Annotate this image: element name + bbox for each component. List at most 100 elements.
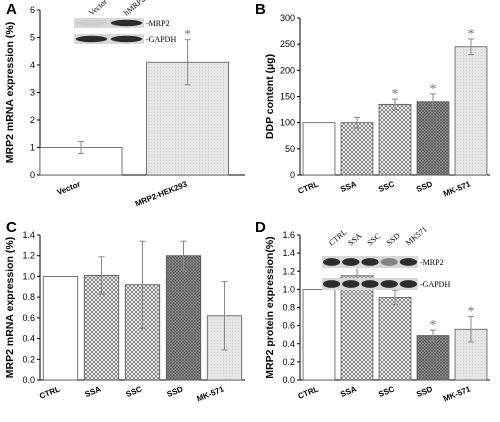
y-tick-label: 2 [30,115,35,125]
x-tick-label: CTRL [297,179,320,195]
y-tick-label: 0.4 [282,339,295,349]
y-tick-label: 0 [290,170,295,180]
blot-band [380,258,398,266]
y-tick-label: 5 [30,33,35,43]
y-tick-label: 0.8 [282,303,295,313]
blot-band [380,280,398,288]
y-tick-label: 0.2 [282,357,295,367]
y-axis-label: MRP2 protein expression(%) [264,236,276,378]
blot-band [361,280,379,288]
blot-band [110,19,143,27]
x-tick-label: Vector [56,180,82,198]
bar [340,275,374,381]
y-tick-label: 0.4 [22,334,35,344]
western-blot-inset: Vector hMRP2-MRP2 -GAPDH [74,0,176,44]
y-tick-label: 1.6 [282,230,295,240]
x-tick-label: MRP2-HEK293 [134,179,189,208]
y-tick-label: 50 [285,144,295,154]
bar [165,255,202,381]
y-tick-label: 1 [30,143,35,153]
blot-band [342,280,360,288]
y-tick-label: 4 [30,60,35,70]
bar [378,103,412,176]
y-tick-label: 0 [30,170,35,180]
blot-lane-label: SSA [346,231,363,247]
y-tick-label: 0.0 [22,375,35,385]
x-tick-label: SSC [377,179,396,194]
blot-band [75,19,108,27]
blot-band [342,258,360,266]
x-tick-label: SSC [377,384,396,399]
x-tick-label: SSD [415,384,434,399]
panel-label: C [6,219,17,236]
blot-lane-label: SSD [385,231,402,247]
bar [42,276,79,381]
y-tick-label: 1.4 [22,230,35,240]
x-tick-label: CTRL [38,384,61,400]
x-tick-label: SSD [415,179,434,194]
blot-lane-label: SSC [366,231,383,247]
chart-panel-c: C 0.0 0.2 0.4 0.6 0.8 1.0 1.2 1.4 MRP2 mRNA expre… [4,219,245,404]
x-tick-label: SSA [339,384,358,399]
blot-row-label: -MRP2 [146,19,170,28]
blot-band [322,258,341,266]
x-tick-label: MK-571 [442,179,472,198]
blot-lane-label: MK571 [404,225,429,248]
y-axis-label: MRP2 mRNA expression (%) [4,237,16,378]
y-tick-label: 200 [280,65,295,75]
blot-lane-label: CTRL [327,227,349,247]
panel-label: B [255,1,266,18]
significance-star: * [392,87,399,102]
blot-band [322,280,341,288]
bar [302,122,336,176]
blot-lane-label: hMRP2 [122,0,147,18]
significance-star: * [468,305,475,320]
chart-panel-a: A 0 1 2 3 4 5 6 MRP2 mRNA expression (%) Vector * M… [4,0,245,209]
x-tick-label: SSA [84,384,103,399]
x-tick-label: CTRL [297,384,320,400]
blot-lane-label: Vector [87,0,109,18]
significance-star: * [430,318,437,333]
blot-band [75,35,108,43]
y-tick-label: 1.0 [22,271,35,281]
blot-strip [74,18,144,28]
y-tick-label: 0.2 [22,354,35,364]
bar [378,297,412,381]
y-tick-label: 3 [30,88,35,98]
significance-star: * [184,28,191,43]
x-tick-label: SSD [166,384,185,399]
y-tick-label: 1.0 [282,284,295,294]
y-tick-label: 1.2 [22,251,35,261]
x-tick-label: SSC [125,384,144,399]
x-tick-label: SSA [339,179,358,194]
y-tick-label: 100 [280,118,295,128]
y-axis-label: MRP2 mRNA expression (%) [4,22,16,163]
significance-star: * [430,82,437,97]
y-tick-label: 1.2 [282,266,295,276]
blot-row-label: -GAPDH [420,280,450,289]
y-tick-label: 0.8 [22,292,35,302]
y-tick-label: 1.4 [282,248,295,258]
panel-label: A [6,1,17,18]
bar [416,101,450,176]
panel-label: D [255,219,266,236]
y-tick-label: 6 [30,5,35,15]
bar [302,288,336,381]
bar [416,335,450,381]
y-tick-label: 150 [280,92,295,102]
y-tick-label: 250 [280,39,295,49]
y-tick-label: 0.0 [282,375,295,385]
significance-star: * [468,27,475,42]
blot-band [399,280,418,288]
y-tick-label: 0.6 [282,321,295,331]
bar [340,122,374,176]
blot-strip [74,34,144,44]
blot-band [399,258,418,266]
y-axis-label: DDP content (µg) [264,54,276,139]
blot-row-label: -MRP2 [420,258,444,267]
blot-band [361,258,379,266]
blot-row-label: -GAPDH [146,35,176,44]
y-tick-label: 300 [280,13,295,23]
